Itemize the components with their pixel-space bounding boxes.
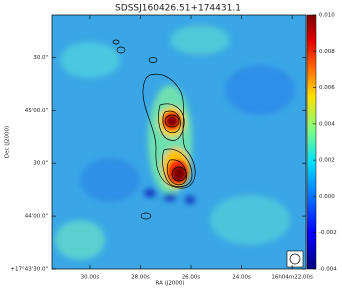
colorbar-tick-label: 0.002 [319,158,335,164]
colorbar-tick-label: 0.004 [319,121,335,127]
sky-image [52,15,306,269]
colorbar-tick-label: 0.010 [319,13,335,19]
colorbar [306,14,317,270]
x-tick-label: 30.00s [81,275,100,281]
colorbar-tick-label: 0.000 [319,194,335,200]
x-tick-label: 28.00s [131,275,150,281]
y-tick-label: +17°43'30.0" [10,267,48,273]
colorbar-tick-label: -0.004 [319,267,337,273]
y-axis-label: Dec (J2000) [5,126,11,158]
y-tick-label: 45'00.0" [25,108,48,114]
x-tick-label: 24.00s [232,275,251,281]
colorbar-tick-label: 0.006 [319,85,335,91]
colorbar-tick-label: -0.002 [319,230,337,236]
x-tick-label: 16h04m22.00s [271,275,313,281]
y-tick-label: 30.0" [33,161,48,167]
x-axis-label: RA (J2000) [155,281,184,287]
y-tick-label: 30.0" [33,55,48,61]
x-tick-label: 26.00s [182,275,201,281]
colorbar-tick-label: 0.008 [319,49,335,55]
chart-title: SDSSJ160426.51+174431.1 [115,4,241,14]
y-tick-label: 44'00.0" [25,214,48,220]
plot-frame [51,14,307,270]
